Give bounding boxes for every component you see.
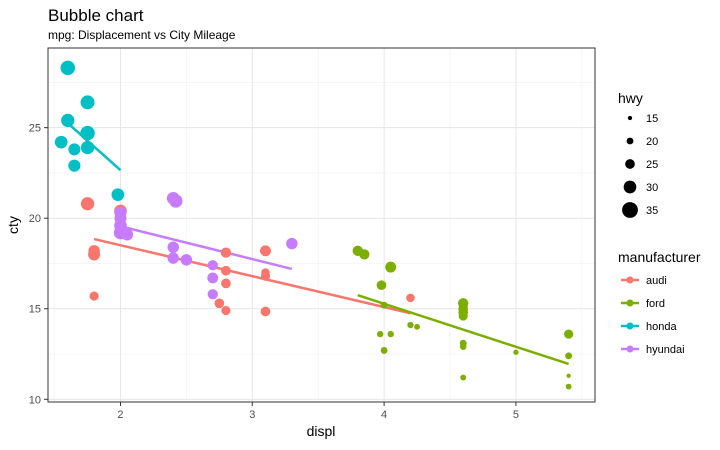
y-tick-label: 20 bbox=[29, 213, 41, 225]
y-tick-label: 25 bbox=[29, 123, 41, 135]
color-legend-dot-ford bbox=[626, 299, 634, 307]
chart-subtitle: mpg: Displacement vs City Mileage bbox=[48, 28, 236, 42]
color-legend-title: manufacturer bbox=[618, 249, 701, 265]
bubble-ford bbox=[387, 330, 394, 338]
bubble-hyundai bbox=[167, 241, 179, 253]
y-axis-ticks: 10 15 20 25 bbox=[29, 123, 48, 406]
bubble-ford bbox=[565, 383, 572, 390]
x-tick-label: 4 bbox=[381, 409, 387, 421]
bubble-honda bbox=[60, 60, 76, 76]
size-legend-key bbox=[627, 115, 633, 121]
bubble-honda bbox=[80, 95, 95, 110]
bubble-ford bbox=[376, 280, 387, 291]
bubble-hyundai bbox=[169, 194, 183, 208]
bubble-ford bbox=[380, 346, 388, 354]
bubble-honda bbox=[80, 125, 95, 141]
x-axis-ticks: 2 3 4 5 bbox=[117, 402, 519, 421]
size-legend-key bbox=[623, 180, 637, 194]
size-legend-title: hwy bbox=[618, 90, 643, 106]
color-legend: manufacturer audi ford honda hyundai bbox=[618, 249, 701, 356]
bubble-ford bbox=[414, 323, 420, 330]
bubble-ford bbox=[564, 329, 574, 339]
color-legend-label-hyundai: hyundai bbox=[646, 344, 685, 356]
bubble-audi bbox=[221, 265, 231, 276]
bubble-ford bbox=[407, 321, 414, 329]
bubble-audi bbox=[80, 197, 95, 211]
bubble-ford bbox=[460, 374, 467, 381]
minor-gridlines bbox=[48, 48, 595, 402]
y-tick-label: 15 bbox=[29, 304, 41, 316]
size-legend-label: 25 bbox=[646, 159, 658, 171]
size-legend: hwy 15 20 25 30 35 bbox=[618, 90, 658, 218]
bubble-audi bbox=[89, 291, 99, 301]
major-gridlines bbox=[48, 48, 595, 402]
bubble-audi bbox=[221, 278, 231, 289]
size-legend-label: 15 bbox=[646, 113, 658, 125]
fit-line-ford bbox=[357, 293, 570, 366]
bubble-ford bbox=[458, 311, 468, 321]
bubble-honda bbox=[68, 143, 81, 156]
color-legend-dot-audi bbox=[626, 276, 634, 284]
bubble-honda bbox=[54, 135, 68, 149]
data-points bbox=[54, 60, 574, 390]
fit-line-hyundai bbox=[120, 225, 293, 271]
chart-title: Bubble chart bbox=[48, 6, 144, 25]
plot-panel bbox=[47, 47, 596, 403]
bubble-honda bbox=[111, 188, 125, 202]
bubble-ford bbox=[513, 349, 519, 355]
bubble-hyundai bbox=[286, 237, 298, 250]
bubble-audi bbox=[214, 298, 225, 309]
bubble-hyundai bbox=[167, 252, 179, 264]
bubble-audi bbox=[221, 305, 231, 316]
x-tick-label: 3 bbox=[249, 409, 255, 421]
bubble-honda bbox=[80, 140, 95, 155]
color-legend-label-audi: audi bbox=[646, 275, 667, 287]
size-legend-label: 20 bbox=[646, 136, 658, 148]
bubble-audi bbox=[260, 271, 271, 281]
regression-lines bbox=[66, 122, 570, 366]
bubble-audi bbox=[260, 245, 271, 257]
bubble-audi bbox=[220, 247, 232, 258]
size-legend-label: 30 bbox=[646, 182, 658, 194]
bubble-ford bbox=[380, 301, 388, 309]
y-tick-label: 10 bbox=[29, 394, 41, 406]
color-legend-dot-honda bbox=[626, 322, 634, 330]
bubble-audi bbox=[406, 293, 415, 303]
bubble-hyundai bbox=[121, 228, 134, 241]
bubble-audi bbox=[88, 245, 100, 257]
bubble-hyundai bbox=[207, 260, 218, 271]
size-legend-key bbox=[622, 202, 638, 218]
color-legend-label-ford: ford bbox=[646, 298, 665, 310]
fit-line-audi bbox=[93, 237, 411, 315]
x-axis-label: displ bbox=[307, 423, 336, 439]
y-axis-label: cty bbox=[5, 216, 21, 234]
plot-border bbox=[47, 47, 596, 403]
bubble-ford bbox=[566, 373, 571, 378]
size-legend-key bbox=[626, 137, 634, 145]
bubble-honda bbox=[61, 113, 75, 128]
bubble-honda bbox=[68, 159, 81, 172]
bubble-ford bbox=[460, 341, 467, 349]
x-tick-label: 2 bbox=[117, 409, 123, 421]
bubble-ford bbox=[565, 352, 573, 360]
bubble-ford bbox=[359, 249, 370, 260]
bubble-hyundai bbox=[180, 254, 193, 266]
bubble-ford bbox=[376, 330, 384, 338]
bubble-hyundai bbox=[207, 272, 219, 284]
size-legend-key bbox=[625, 159, 635, 169]
size-legend-label: 35 bbox=[646, 205, 658, 217]
bubble-hyundai bbox=[207, 289, 218, 300]
color-legend-label-honda: honda bbox=[646, 321, 677, 333]
color-legend-dot-hyundai bbox=[626, 345, 634, 353]
bubble-ford bbox=[385, 261, 397, 273]
x-tick-label: 5 bbox=[513, 409, 519, 421]
bubble-audi bbox=[260, 306, 271, 317]
fit-line-honda bbox=[66, 122, 122, 172]
plot-background bbox=[48, 48, 595, 402]
